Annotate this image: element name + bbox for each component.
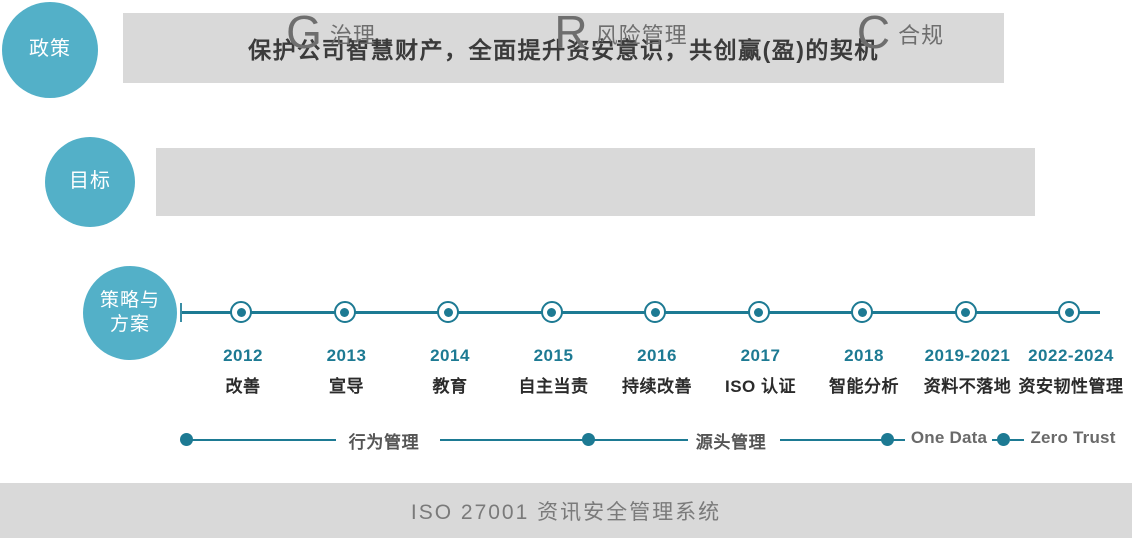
- timeline-marker-dot: [236, 307, 246, 317]
- timeline-marker[interactable]: [230, 301, 252, 323]
- grc-letter-c: C: [856, 6, 891, 58]
- timeline-label: 资安韧性管理: [1018, 377, 1124, 396]
- timeline-label: 教育: [432, 377, 468, 396]
- phase-label: 源头管理: [695, 433, 767, 452]
- phase-dot[interactable]: [179, 433, 193, 446]
- timeline-label: 资料不落地: [923, 377, 1012, 396]
- timeline-marker[interactable]: [540, 301, 563, 323]
- timeline-marker-dot: [754, 307, 763, 317]
- timeline-marker[interactable]: [333, 301, 356, 323]
- timeline-year: 2016: [637, 346, 677, 365]
- timeline-year: 2013: [326, 346, 367, 365]
- timeline-year: 2017: [740, 346, 781, 365]
- timeline-label: 宣导: [329, 377, 364, 396]
- grc-letter-g: G: [286, 6, 322, 58]
- timeline-label: 自主当责: [518, 377, 589, 396]
- phase-row: 行为管理 源头管理 One Data Zero Trust: [0, 424, 1132, 456]
- phase-label: 行为管理: [348, 433, 420, 452]
- timeline-year: 2014: [430, 346, 470, 365]
- grc-word-r: 风险管理: [595, 23, 688, 48]
- timeline-label: ISO 认证: [724, 377, 797, 396]
- timeline-year: 2018: [844, 346, 884, 365]
- timeline-label: 持续改善: [622, 377, 692, 396]
- phase-connector-line: [588, 439, 688, 441]
- grc-item-risk: R 风险管理: [476, 0, 766, 68]
- timeline-marker[interactable]: [851, 301, 873, 323]
- grc-bar: [156, 148, 1035, 216]
- badge-strategy-label: 策略与 方案: [99, 289, 160, 335]
- timeline-marker-dot: [650, 307, 660, 317]
- timeline-year: 2012: [223, 346, 263, 365]
- timeline-year: 2019-2021: [924, 346, 1011, 365]
- timeline-label: 改善: [225, 377, 261, 396]
- timeline-marker[interactable]: [1058, 301, 1080, 323]
- timeline-marker[interactable]: [954, 301, 977, 323]
- badge-policy-label: 政策: [29, 38, 71, 61]
- timeline-label: 智能分析: [829, 377, 899, 396]
- badge-goal: 目标: [45, 137, 135, 227]
- timeline-marker-dot: [443, 307, 453, 317]
- timeline-marker-dot: [340, 307, 349, 317]
- phase-dot[interactable]: [880, 433, 894, 446]
- grc-letter-r: R: [554, 6, 588, 58]
- timeline-axis: [180, 311, 1100, 314]
- grc-word-c: 合规: [898, 23, 945, 48]
- policy-banner-text: 保护公司智慧财产，全面提升资安意识，共创赢(盈)的契机: [248, 37, 879, 63]
- phase-connector-line: [887, 439, 905, 441]
- grc-word-g: 治理: [329, 23, 376, 48]
- phase-dot[interactable]: [996, 433, 1010, 446]
- phase-connector-line: [186, 439, 336, 441]
- phase-connector-line: [440, 439, 588, 441]
- phase-label: Zero Trust: [1030, 428, 1116, 447]
- badge-strategy: 策略与 方案: [83, 266, 177, 360]
- timeline-marker-dot: [857, 307, 867, 317]
- footer-text: ISO 27001 资讯安全管理系统: [410, 500, 722, 524]
- timeline-marker-dot: [1064, 307, 1074, 317]
- grc-item-compliance: C 合规: [766, 0, 1035, 68]
- phase-connector-line: [780, 439, 887, 441]
- grc-item-governance: G 治理: [186, 0, 476, 68]
- timeline-year: 2015: [533, 346, 574, 365]
- timeline-marker-dot: [961, 307, 970, 317]
- phase-connector-line: [1010, 439, 1024, 441]
- badge-policy: 政策: [2, 2, 98, 98]
- footer-bar: ISO 27001 资讯安全管理系统: [0, 483, 1132, 538]
- policy-banner: 保护公司智慧财产，全面提升资安意识，共创赢(盈)的契机: [123, 13, 1004, 83]
- phase-label: One Data: [910, 428, 988, 447]
- phase-dot[interactable]: [581, 433, 595, 446]
- timeline-marker[interactable]: [437, 301, 459, 323]
- timeline-marker[interactable]: [747, 301, 770, 323]
- timeline-marker-dot: [547, 307, 556, 317]
- badge-goal-label: 目标: [69, 170, 111, 193]
- timeline-marker[interactable]: [644, 301, 666, 323]
- timeline-axis-start-cap: [180, 303, 182, 322]
- timeline-year: 2022-2024: [1028, 346, 1114, 365]
